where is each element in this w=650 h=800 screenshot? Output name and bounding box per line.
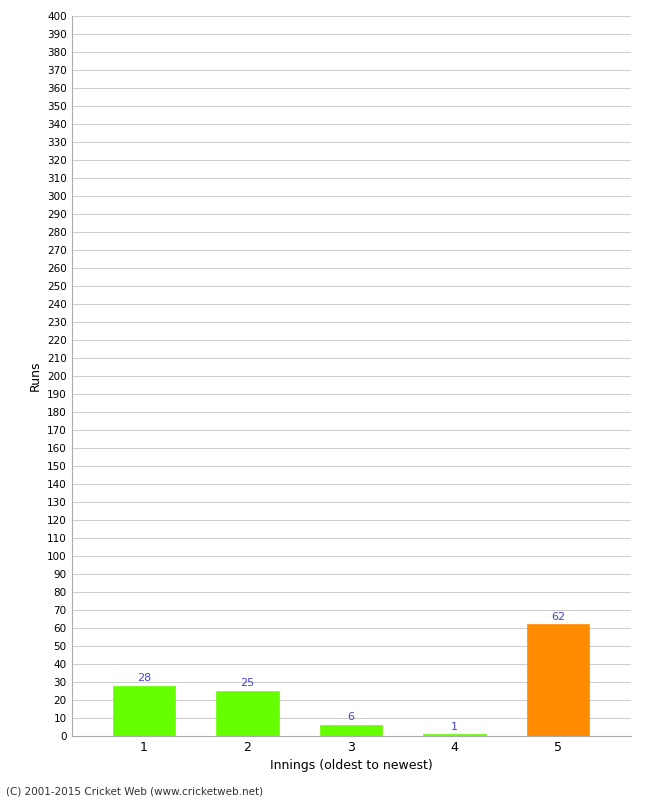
Y-axis label: Runs: Runs — [29, 361, 42, 391]
Text: 6: 6 — [348, 713, 354, 722]
Text: 25: 25 — [240, 678, 255, 688]
Bar — [423, 734, 486, 736]
Bar — [113, 686, 175, 736]
Text: 1: 1 — [451, 722, 458, 731]
Text: (C) 2001-2015 Cricket Web (www.cricketweb.net): (C) 2001-2015 Cricket Web (www.cricketwe… — [6, 786, 264, 796]
X-axis label: Innings (oldest to newest): Innings (oldest to newest) — [270, 759, 432, 773]
Text: 28: 28 — [137, 673, 151, 683]
Text: 62: 62 — [551, 612, 565, 622]
Bar — [527, 624, 589, 736]
Bar — [216, 691, 279, 736]
Bar — [320, 726, 382, 736]
